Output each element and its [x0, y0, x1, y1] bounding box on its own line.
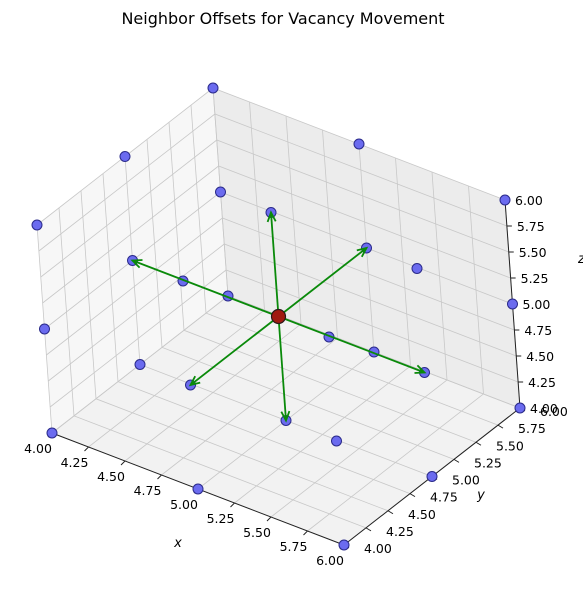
- lattice-point: [207, 82, 219, 94]
- vacancy-point: [270, 308, 287, 325]
- arrow-head: [356, 246, 369, 258]
- arrow-head: [188, 375, 201, 387]
- x-tick-mark: [303, 530, 308, 536]
- z-tick-label: 4.75: [524, 323, 552, 338]
- z-tick-label: 5.50: [519, 245, 547, 260]
- offset-arrow: [130, 259, 279, 318]
- z-axis-label: z: [577, 252, 583, 267]
- y-tick-label: 4.50: [408, 507, 436, 522]
- arrow-shaft: [132, 259, 279, 318]
- y-tick-label: 5.75: [518, 421, 546, 436]
- lattice-point: [499, 194, 511, 206]
- offset-arrow: [188, 315, 280, 387]
- z-gridline: [42, 165, 511, 304]
- x-tick-label: 5.25: [207, 511, 235, 526]
- offset-arrow: [277, 316, 291, 423]
- z-gridline: [48, 243, 517, 382]
- x-tick-label: 4.75: [134, 483, 162, 498]
- z-gridline: [49, 269, 519, 408]
- x-tick-mark: [84, 446, 89, 452]
- lattice-point: [134, 359, 146, 370]
- lattice-point: [46, 427, 58, 439]
- x-tick-mark: [230, 502, 235, 508]
- y-tick-label: 5.50: [496, 438, 524, 453]
- x-tick-mark: [157, 474, 162, 480]
- lattice-point: [426, 471, 438, 482]
- offset-arrow: [277, 246, 369, 318]
- lattice-point: [192, 483, 204, 495]
- lattice-point: [119, 151, 131, 162]
- lattice-point: [353, 138, 365, 150]
- arrow-head: [414, 364, 427, 374]
- lattice-point: [507, 298, 518, 310]
- y-tick-mark: [475, 441, 482, 446]
- lattice-point: [215, 186, 226, 198]
- x-tick-label: 4.50: [97, 469, 125, 484]
- z-gridline: [46, 217, 515, 356]
- x-tick-label: 4.00: [24, 441, 52, 456]
- z-tick-label: 5.25: [521, 271, 549, 286]
- y-tick-label: 6.00: [540, 404, 568, 419]
- arrow-shaft: [277, 247, 368, 318]
- lattice-point: [514, 402, 526, 414]
- lattice-point: [411, 263, 423, 274]
- y-tick-label: 4.00: [364, 541, 392, 556]
- z-tick-label: 6.00: [515, 193, 543, 208]
- lattice-point: [331, 435, 342, 447]
- y-axis-label: y: [476, 488, 485, 503]
- x-tick-label: 6.00: [316, 553, 344, 568]
- arrow-shaft: [189, 315, 280, 386]
- axis-ticks: 4.004.254.504.755.005.255.505.756.004.00…: [24, 193, 568, 568]
- y-tick-label: 4.75: [430, 490, 458, 505]
- offset-arrow: [278, 315, 427, 374]
- z-tick-label: 4.25: [528, 375, 556, 390]
- y-tick-mark: [365, 527, 372, 532]
- offset-arrow: [266, 210, 280, 317]
- x-axis-label: x: [173, 536, 182, 551]
- z-gridline: [38, 113, 508, 252]
- x-tick-label: 5.75: [280, 539, 308, 554]
- vacancy-layer: [270, 308, 287, 325]
- arrow-shaft: [270, 212, 280, 317]
- lattice-point: [31, 219, 43, 231]
- arrow-shaft: [278, 315, 425, 374]
- z-tick-label: 4.50: [526, 349, 554, 364]
- y-tick-mark: [387, 510, 394, 515]
- lattice-point: [39, 323, 50, 335]
- z-tick-label: 4.00: [530, 401, 558, 416]
- z-gridline: [40, 139, 509, 278]
- z-tick-label: 5.00: [523, 297, 551, 312]
- y-tick-label: 4.25: [386, 524, 414, 539]
- x-tick-label: 5.00: [170, 497, 198, 512]
- y-tick-label: 5.25: [474, 455, 502, 470]
- chart-title: Neighbor Offsets for Vacancy Movement: [121, 9, 444, 28]
- arrow-head: [266, 210, 277, 223]
- x-tick-mark: [120, 460, 126, 466]
- lattice-point: [338, 539, 350, 551]
- y-tick-mark: [409, 493, 416, 498]
- x-tick-mark: [266, 516, 272, 522]
- arrow-shaft: [277, 316, 287, 421]
- y-tick-label: 5.00: [452, 473, 480, 488]
- arrow-head: [130, 259, 143, 269]
- y-tick-mark: [497, 424, 504, 429]
- axis-labels: x y z: [173, 252, 583, 551]
- z-tick-label: 5.75: [517, 219, 545, 234]
- x-tick-label: 5.50: [243, 525, 271, 540]
- x-tick-label: 4.25: [61, 455, 89, 470]
- offset-arrows: [130, 210, 427, 423]
- arrow-head: [280, 410, 291, 423]
- y-tick-mark: [453, 458, 460, 463]
